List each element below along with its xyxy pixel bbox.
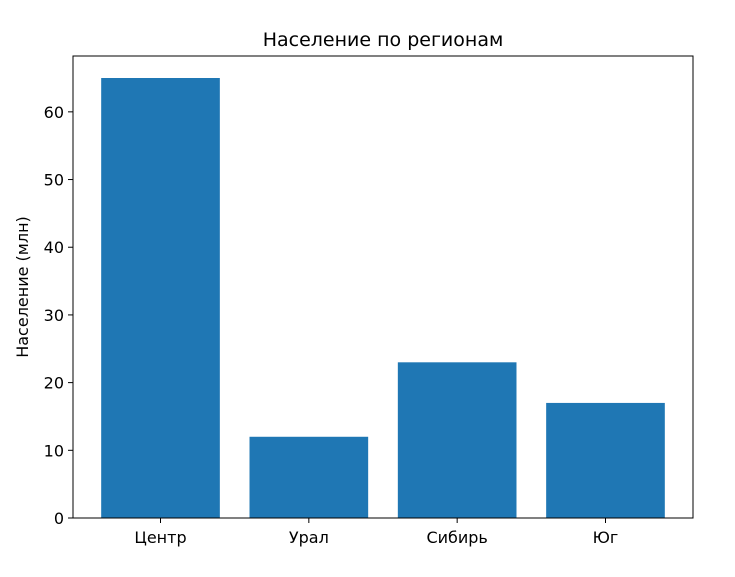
x-tick-label: Сибирь <box>426 528 487 547</box>
bar-3 <box>546 402 665 518</box>
x-tick-label: Центр <box>134 528 186 547</box>
x-tick-label: Урал <box>289 528 329 547</box>
bar-2 <box>397 362 517 518</box>
y-tick-label: 10 <box>44 441 64 460</box>
y-tick-label: 20 <box>44 374 64 393</box>
chart-title: Население по регионам <box>263 29 504 51</box>
plot-frame <box>72 55 694 519</box>
y-tick-label: 40 <box>44 238 64 257</box>
y-tick-label: 30 <box>44 306 64 325</box>
y-tick-label: 50 <box>44 171 64 190</box>
x-tick-label: Юг <box>593 528 619 547</box>
y-tick-label: 60 <box>44 103 64 122</box>
y-tick-label: 0 <box>54 509 64 528</box>
bar-1 <box>249 436 369 518</box>
bar-0 <box>101 78 220 518</box>
y-axis-label: Население (млн) <box>13 216 32 358</box>
